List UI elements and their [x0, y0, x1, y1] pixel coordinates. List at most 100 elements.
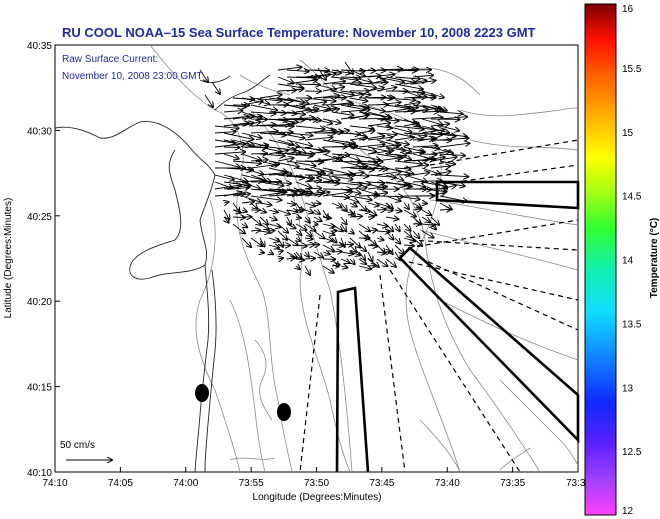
current-arrow: [322, 265, 334, 273]
x-tick-label: 73:40: [435, 478, 460, 489]
current-arrow: [367, 182, 384, 183]
current-arrow: [223, 132, 253, 139]
colorbar-tick-label: 15: [622, 128, 634, 139]
current-arrow: [313, 192, 329, 197]
current-arrow: [385, 70, 416, 71]
legend-line-1: Raw Surface Current:: [62, 54, 158, 65]
current-arrow: [268, 217, 277, 220]
current-arrow: [349, 146, 376, 151]
current-arrow: [367, 203, 379, 206]
current-arrow: [268, 98, 292, 101]
current-arrow: [412, 209, 421, 210]
current-arrow: [439, 143, 469, 148]
current-arrow: [277, 112, 296, 114]
current-arrow: [394, 83, 423, 89]
current-arrow: [430, 192, 446, 197]
current-arrow: [286, 139, 312, 146]
current-arrow: [277, 123, 294, 126]
current-arrow: [394, 125, 424, 129]
current-arrow: [286, 70, 309, 71]
current-arrow: [349, 153, 380, 160]
colorbar-tick-label: 14: [622, 256, 634, 267]
current-arrow: [376, 139, 398, 146]
current-arrow: [439, 185, 456, 189]
current-arrow: [349, 115, 369, 120]
current-arrow: [358, 223, 370, 231]
current-arrow: [358, 70, 375, 71]
current-arrow: [367, 88, 384, 91]
current-arrow: [358, 104, 385, 112]
current-arrow: [421, 157, 445, 162]
x-tick-label: 74:00: [173, 478, 198, 489]
current-arrow: [394, 244, 404, 254]
current-arrow: [322, 189, 352, 190]
current-arrow: [340, 216, 347, 224]
current-arrow: [250, 131, 278, 133]
current-arrow: [394, 195, 420, 199]
colorbar-tick-label: 12.5: [622, 447, 642, 458]
current-arrow: [304, 265, 310, 275]
current-arrow: [349, 216, 362, 217]
current-arrow: [317, 67, 326, 80]
current-arrow: [260, 237, 265, 246]
current-arrow: [403, 245, 414, 246]
current-arrow: [214, 140, 235, 143]
current-arrow: [277, 158, 293, 161]
current-arrow: [223, 153, 239, 159]
current-arrow: [304, 194, 322, 196]
current-arrow: [214, 181, 233, 188]
current-arrow: [376, 252, 386, 253]
current-arrow: [268, 224, 280, 227]
current-arrow: [394, 161, 422, 164]
current-arrow: [340, 160, 365, 167]
current-arrow: [376, 231, 390, 232]
current-arrow: [277, 152, 300, 154]
current-arrow: [385, 195, 401, 201]
current-arrow: [278, 251, 283, 252]
current-arrow: [340, 110, 370, 112]
current-arrow: [358, 251, 365, 260]
current-arrow: [331, 265, 340, 266]
current-arrow: [214, 132, 236, 133]
current-arrow: [250, 181, 281, 182]
current-arrow: [421, 90, 444, 98]
current-arrow: [331, 196, 349, 197]
current-arrow: [421, 138, 436, 140]
current-arrow: [340, 166, 367, 168]
current-arrow: [439, 209, 451, 210]
current-arrow: [367, 187, 387, 189]
current-arrow: [439, 161, 455, 164]
current-arrow: [403, 80, 426, 85]
current-arrow: [385, 109, 410, 113]
current-arrow: [430, 151, 449, 154]
current-arrow: [367, 161, 383, 162]
current-arrow: [304, 210, 313, 213]
current-arrow: [286, 77, 316, 78]
current-arrow: [277, 209, 290, 214]
current-arrow: [331, 181, 361, 185]
current-arrow: [259, 223, 269, 229]
current-arrow: [269, 252, 273, 254]
current-arrow: [385, 230, 393, 240]
current-arrow: [313, 167, 333, 173]
current-arrow: [287, 216, 291, 225]
current-arrow: [313, 251, 323, 258]
current-arrow: [286, 112, 305, 114]
current-arrow: [340, 172, 364, 175]
current-arrow: [412, 125, 436, 130]
current-arrow: [277, 119, 304, 120]
current-arrow: [295, 245, 307, 246]
current-arrow: [331, 83, 361, 84]
current-arrow: [430, 171, 450, 176]
current-arrow: [277, 132, 305, 138]
current-arrow: [385, 174, 403, 180]
current-arrow: [421, 209, 431, 215]
current-arrow: [296, 217, 301, 218]
current-arrow: [259, 160, 276, 165]
current-arrow: [340, 266, 347, 268]
current-arrow: [286, 154, 312, 156]
current-arrow: [259, 192, 286, 197]
current-arrow: [385, 223, 393, 231]
current-arrow: [277, 230, 287, 240]
colorbar-tick-label: 12: [622, 506, 634, 517]
